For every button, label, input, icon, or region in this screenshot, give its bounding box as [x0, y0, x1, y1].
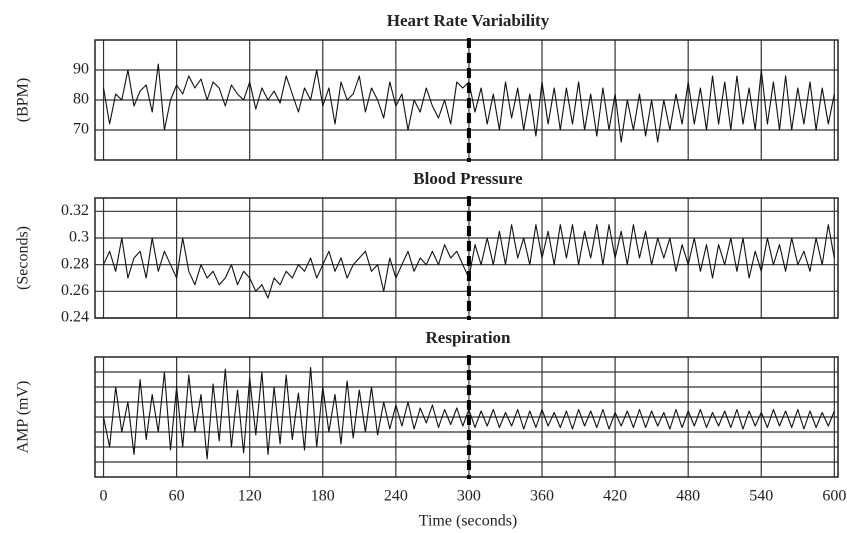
x-tick-label: 300 [457, 488, 481, 505]
x-tick-label: 60 [169, 488, 185, 505]
y-tick-label: 90 [73, 61, 89, 78]
x-tick-label: 540 [749, 488, 773, 505]
y-tick-label: 0.32 [61, 202, 89, 219]
y-tick-label: 80 [73, 91, 89, 108]
plot-frame [94, 197, 839, 319]
y-axis-label: AMP (mV) [15, 381, 32, 454]
plot-frame [94, 356, 839, 478]
panel-title: Blood Pressure [413, 169, 523, 188]
x-tick-label: 480 [676, 488, 700, 505]
x-tick-label: 120 [238, 488, 262, 505]
y-tick-label: 0.3 [69, 229, 89, 246]
x-tick-label: 360 [530, 488, 554, 505]
x-tick-label: 240 [384, 488, 408, 505]
signal-line [102, 63, 835, 143]
panel-title: Heart Rate Variability [387, 11, 550, 30]
plot-frame [94, 39, 839, 161]
y-axis-label: (BPM) [15, 78, 32, 122]
x-tick-label: 600 [822, 488, 846, 505]
x-axis-label: Time (seconds) [419, 513, 518, 530]
x-tick-label: 0 [100, 488, 108, 505]
y-tick-label: 0.28 [61, 255, 89, 272]
x-tick-label: 420 [603, 488, 627, 505]
panel-title: Respiration [426, 328, 512, 347]
y-tick-label: 0.24 [61, 309, 89, 326]
y-axis-label: (Seconds) [15, 226, 32, 290]
y-tick-label: 0.26 [61, 282, 89, 299]
y-tick-label: 70 [73, 121, 89, 138]
x-tick-label: 180 [311, 488, 335, 505]
